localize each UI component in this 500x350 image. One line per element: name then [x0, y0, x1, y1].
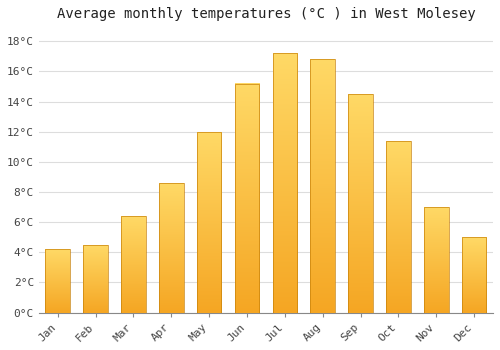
Bar: [197, 132, 222, 313]
Bar: [348, 94, 373, 313]
Bar: [272, 54, 297, 313]
Bar: [234, 84, 260, 313]
Bar: [462, 237, 486, 313]
Bar: [159, 183, 184, 313]
Bar: [84, 245, 108, 313]
Bar: [310, 60, 335, 313]
Bar: [386, 141, 410, 313]
Title: Average monthly temperatures (°C ) in West Molesey: Average monthly temperatures (°C ) in We…: [56, 7, 476, 21]
Bar: [424, 207, 448, 313]
Bar: [46, 249, 70, 313]
Bar: [121, 216, 146, 313]
